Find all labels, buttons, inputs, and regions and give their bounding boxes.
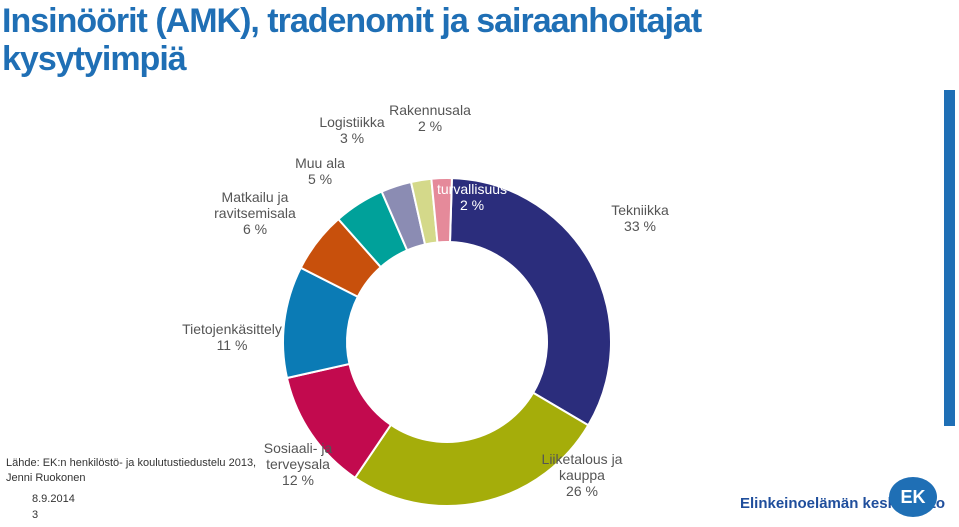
slice-label: Rakennusala xyxy=(389,102,471,118)
date: 8.9.2014 xyxy=(32,493,75,505)
slice-label: Liiketalous ja kauppa xyxy=(542,451,623,483)
slice-label: Tekniikka xyxy=(611,202,669,218)
logo-circle xyxy=(889,477,937,517)
logo-mark: EK xyxy=(900,487,925,507)
donut-slice xyxy=(448,177,612,427)
value-label: 2 % xyxy=(418,118,442,134)
value-label: 6 % xyxy=(243,221,267,237)
slice-label: Sosiaali- ja terveysala xyxy=(264,440,333,472)
donut-slice xyxy=(353,391,590,507)
slice-label: Muu ala xyxy=(295,155,345,171)
title: Insinöörit (AMK), tradenomit ja sairaanh… xyxy=(2,2,702,78)
value-label: 11 % xyxy=(217,337,248,353)
donut-slice xyxy=(430,177,453,244)
source: Lähde: EK:n henkilöstö- ja koulutustiedu… xyxy=(6,457,256,484)
page-number: 3 xyxy=(32,509,38,521)
slice-label: Tietojenkäsittely xyxy=(182,321,282,337)
value-label: 12 % xyxy=(282,472,314,488)
slice-label: Logistiikka xyxy=(319,114,385,130)
value-label: 26 % xyxy=(566,483,598,499)
side-bar xyxy=(944,90,955,426)
value-label: 3 % xyxy=(340,130,364,146)
value-label: 5 % xyxy=(308,171,332,187)
slice-label: Matkailu ja ravitsemisala xyxy=(214,189,296,221)
value-label: 33 % xyxy=(624,218,656,234)
value-label: 2 % xyxy=(460,197,484,213)
slice-label: Kiinteistöpalv. ja turvallisuus xyxy=(422,165,522,197)
